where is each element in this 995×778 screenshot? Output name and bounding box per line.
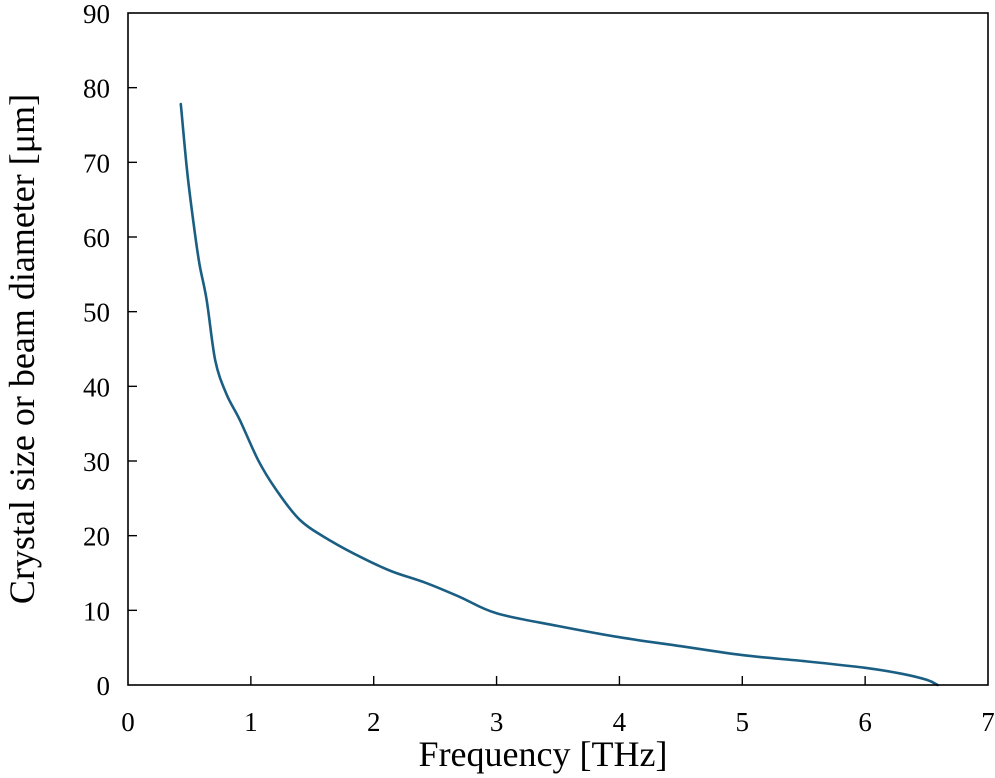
x-axis-title: Frequency [THz] xyxy=(419,734,668,774)
data-series-line xyxy=(179,102,939,687)
y-tick-label: 20 xyxy=(83,522,110,552)
y-tick-label: 80 xyxy=(83,74,110,104)
x-tick-label: 1 xyxy=(244,707,258,737)
y-tick-label: 50 xyxy=(83,298,110,328)
x-tick-label: 2 xyxy=(367,707,381,737)
y-tick-label: 0 xyxy=(97,671,111,701)
plot-area-frame xyxy=(127,12,989,686)
y-axis-title: Crystal size or beam diameter [μm] xyxy=(2,94,42,604)
y-tick-label: 60 xyxy=(83,223,110,253)
x-tick-label: 4 xyxy=(613,707,627,737)
y-tick-label: 70 xyxy=(83,148,110,178)
x-tick-label: 6 xyxy=(858,707,872,737)
x-tick-label: 0 xyxy=(121,707,135,737)
x-tick-label: 7 xyxy=(981,707,995,737)
x-tick-label: 5 xyxy=(736,707,750,737)
y-tick-label: 90 xyxy=(83,0,110,29)
y-tick-label: 40 xyxy=(83,372,110,402)
y-tick-label: 30 xyxy=(83,447,110,477)
x-tick-label: 3 xyxy=(490,707,504,737)
y-tick-label: 10 xyxy=(83,596,110,626)
axis-ticks xyxy=(128,86,866,685)
